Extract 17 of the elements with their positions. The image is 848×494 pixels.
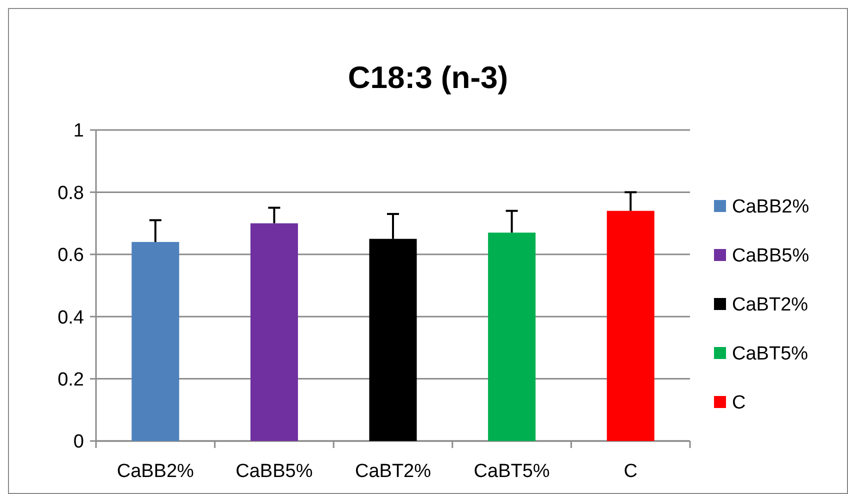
legend-label: CaBT2% <box>732 294 808 316</box>
chart-title: C18:3 (n-3) <box>348 60 508 95</box>
x-tick-label: C <box>624 461 638 482</box>
legend-label: CaBT5% <box>732 344 808 365</box>
legend-label: C <box>732 392 746 414</box>
x-tick-label: CaBT5% <box>474 461 550 482</box>
x-tick-label: CaBT2% <box>354 461 432 482</box>
y-tick-label: 0.4 <box>58 307 84 328</box>
x-tick-label: CaBB2% <box>116 461 194 482</box>
legend-label: CaBB2% <box>732 196 810 218</box>
y-tick-label: 1 <box>73 120 84 142</box>
y-tick-label: 0 <box>73 432 84 453</box>
legend-label: CaBB5% <box>732 246 810 267</box>
y-tick-label: 0.2 <box>58 369 84 390</box>
y-tick-label: 0.8 <box>58 182 84 204</box>
x-tick-label: CaBB5% <box>236 461 313 482</box>
y-tick-label: 0.6 <box>58 245 84 266</box>
